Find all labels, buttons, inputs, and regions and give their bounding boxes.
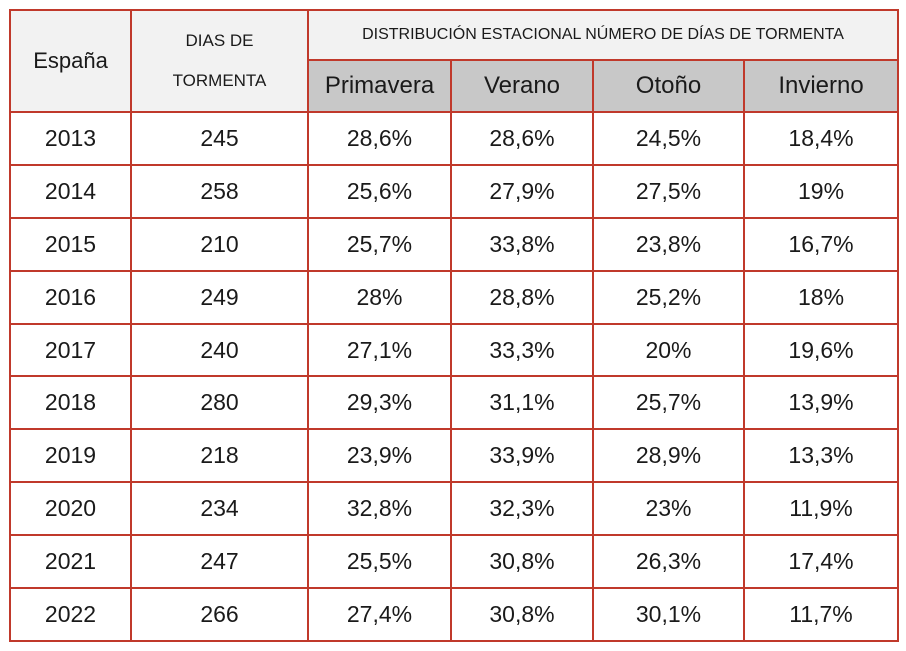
table-row: 2018 280 29,3% 31,1% 25,7% 13,9% [9,375,900,431]
header-season-primavera: Primavera [307,59,452,113]
cell-storm-days: 258 [130,163,309,219]
cell-otono: 23,8% [592,216,745,272]
table-body: 2013 245 28,6% 28,6% 24,5% 18,4% 2014 25… [9,111,900,642]
table-row: 2020 234 32,8% 32,3% 23% 11,9% [9,481,900,537]
cell-year: 2017 [9,322,132,378]
cell-otono: 30,1% [592,587,745,642]
header-storm-days-line2: TORMENTA [172,71,267,90]
cell-primavera: 29,3% [307,375,452,431]
header-seasonal-distribution: DISTRIBUCIÓN ESTACIONAL NÚMERO DE DÍAS D… [306,9,900,61]
table-row: 2013 245 28,6% 28,6% 24,5% 18,4% [9,111,900,166]
cell-otono: 20% [592,322,745,378]
cell-primavera: 25,6% [307,163,452,219]
table-row: 2015 210 25,7% 33,8% 23,8% 16,7% [9,216,900,272]
cell-verano: 28,6% [450,111,594,166]
cell-year: 2013 [9,111,132,166]
cell-otono: 28,9% [592,428,745,484]
cell-primavera: 28,6% [307,111,452,166]
cell-year: 2015 [9,216,132,272]
header-season-otono: Otoño [592,59,745,113]
cell-verano: 30,8% [450,587,594,642]
cell-otono: 25,7% [592,375,745,431]
cell-verano: 33,9% [450,428,594,484]
cell-invierno: 11,9% [742,481,900,537]
cell-storm-days: 240 [130,322,309,378]
cell-invierno: 16,7% [742,216,900,272]
cell-invierno: 13,3% [742,428,900,484]
cell-storm-days: 210 [130,216,309,272]
header-storm-days: DIAS DE TORMENTA [130,9,309,113]
cell-verano: 27,9% [450,163,594,219]
cell-year: 2018 [9,375,132,431]
cell-invierno: 19,6% [742,322,900,378]
cell-verano: 33,8% [450,216,594,272]
table-row: 2014 258 25,6% 27,9% 27,5% 19% [9,163,900,219]
cell-year: 2014 [9,163,132,219]
cell-storm-days: 234 [130,481,309,537]
cell-verano: 31,1% [450,375,594,431]
cell-otono: 26,3% [592,534,745,590]
table-row: 2021 247 25,5% 30,8% 26,3% 17,4% [9,534,900,590]
cell-storm-days: 247 [130,534,309,590]
cell-otono: 25,2% [592,269,745,325]
cell-primavera: 27,4% [307,587,452,642]
cell-primavera: 25,5% [307,534,452,590]
cell-storm-days: 245 [130,111,309,166]
cell-year: 2021 [9,534,132,590]
cell-invierno: 18,4% [742,111,900,166]
cell-primavera: 27,1% [307,322,452,378]
cell-invierno: 13,9% [742,375,900,431]
cell-verano: 33,3% [450,322,594,378]
cell-primavera: 32,8% [307,481,452,537]
cell-year: 2022 [9,587,132,642]
header-storm-days-line1: DIAS DE [185,31,254,50]
cell-year: 2016 [9,269,132,325]
header-season-invierno: Invierno [742,59,900,113]
table-row: 2017 240 27,1% 33,3% 20% 19,6% [9,322,900,378]
cell-otono: 27,5% [592,163,745,219]
cell-primavera: 25,7% [307,216,452,272]
cell-year: 2020 [9,481,132,537]
cell-otono: 23% [592,481,745,537]
cell-invierno: 18% [742,269,900,325]
cell-storm-days: 280 [130,375,309,431]
cell-storm-days: 218 [130,428,309,484]
cell-verano: 30,8% [450,534,594,590]
cell-storm-days: 266 [130,587,309,642]
cell-invierno: 11,7% [742,587,900,642]
table-row: 2022 266 27,4% 30,8% 30,1% 11,7% [9,587,900,642]
cell-primavera: 28% [307,269,452,325]
table-row: 2016 249 28% 28,8% 25,2% 18% [9,269,900,325]
cell-invierno: 17,4% [742,534,900,590]
cell-otono: 24,5% [592,111,745,166]
cell-primavera: 23,9% [307,428,452,484]
cell-storm-days: 249 [130,269,309,325]
header-region: España [9,9,132,113]
cell-verano: 28,8% [450,269,594,325]
cell-year: 2019 [9,428,132,484]
header-season-verano: Verano [450,59,594,113]
storm-days-table: España DIAS DE TORMENTA DISTRIBUCIÓN EST… [9,9,900,642]
table-row: 2019 218 23,9% 33,9% 28,9% 13,3% [9,428,900,484]
cell-verano: 32,3% [450,481,594,537]
cell-invierno: 19% [742,163,900,219]
